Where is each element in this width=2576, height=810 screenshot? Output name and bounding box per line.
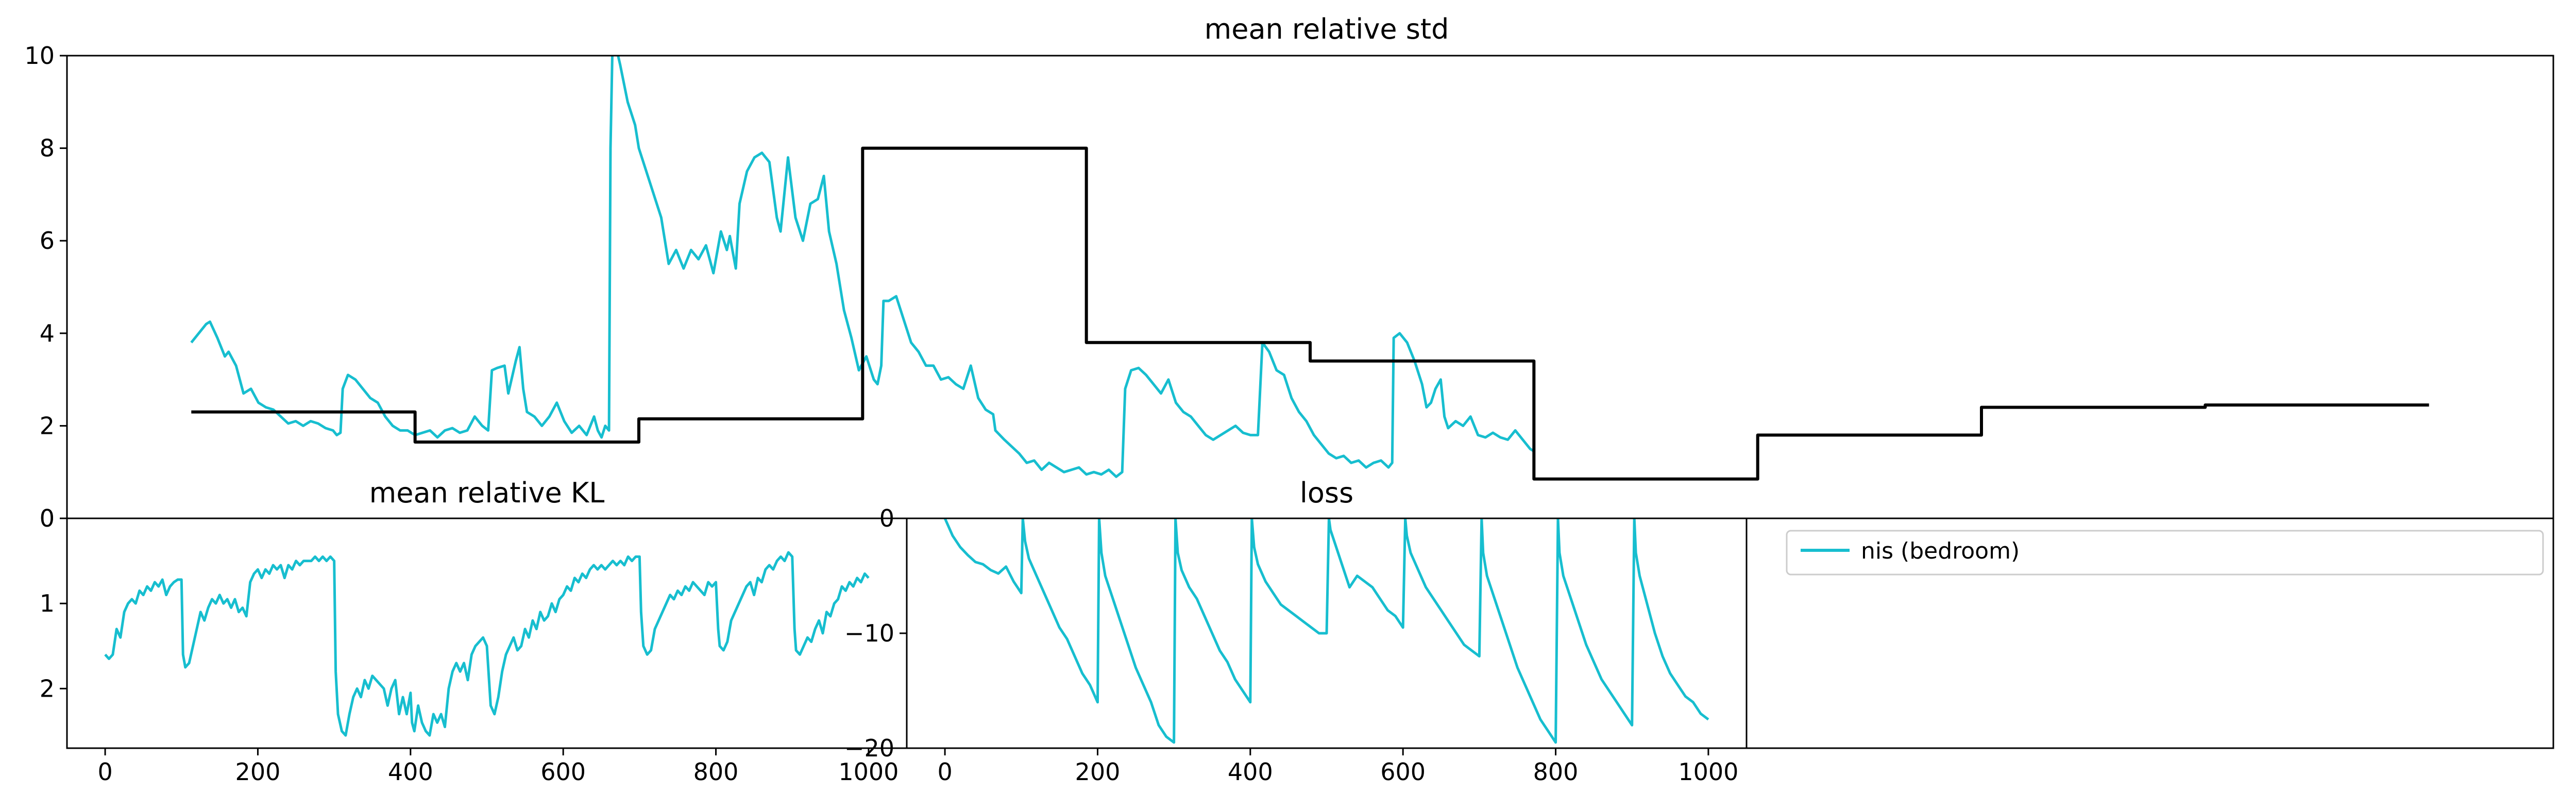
kl-y-ticks: 0 1 2 <box>40 504 67 702</box>
legend-box <box>1786 530 2544 576</box>
kl-title: mean relative KL <box>369 477 605 509</box>
x-tick-label: 200 <box>235 758 281 786</box>
x-tick-label: 800 <box>1533 758 1579 786</box>
y-tick-label: 8 <box>40 134 55 162</box>
legend-panel-frame <box>1745 517 2554 749</box>
y-tick-label: 1 <box>40 589 55 617</box>
kl-plot-area <box>104 551 870 737</box>
loss-plot-area <box>943 518 1709 744</box>
y-tick-label: 0 <box>40 504 55 532</box>
x-tick-label: 600 <box>1380 758 1426 786</box>
y-tick-label: −20 <box>844 734 894 762</box>
x-tick-label: 600 <box>540 758 586 786</box>
x-tick-label: 1000 <box>1678 758 1738 786</box>
loss-x-ticks: 0 200 400 600 800 1000 <box>937 748 1738 786</box>
x-tick-label: 400 <box>388 758 433 786</box>
std-plot-area <box>190 56 2429 481</box>
x-tick-label: 200 <box>1075 758 1121 786</box>
series-line-reference <box>191 146 2429 481</box>
y-tick-label: 2 <box>40 674 55 702</box>
series-line-nis-bedroom <box>943 518 1709 744</box>
loss-axes: loss −20 −10 0 0 200 400 600 800 1000 <box>844 477 1748 786</box>
y-tick-label: 0 <box>40 504 55 532</box>
y-tick-label: 0 <box>879 504 894 532</box>
std-title: mean relative std <box>1205 13 1449 45</box>
kl-x-ticks: 0 200 400 600 800 1000 <box>97 748 899 786</box>
series-line-nis-bedroom <box>104 551 870 737</box>
x-tick-label: 1000 <box>838 758 899 786</box>
x-tick-label: 0 <box>97 758 112 786</box>
std-y-ticks: 0 2 4 6 8 10 <box>24 42 67 532</box>
loss-y-ticks: −20 −10 0 <box>844 504 907 762</box>
series-line-nis-bedroom <box>190 56 1535 478</box>
x-tick-label: 400 <box>1228 758 1273 786</box>
legend-label: nis (bedroom) <box>1861 538 2020 564</box>
legend-axes: nis (bedroom) <box>1745 517 2554 749</box>
y-tick-label: −10 <box>844 619 894 647</box>
y-tick-label: 10 <box>24 42 55 70</box>
kl-axes: mean relative KL 0 1 2 0 200 400 600 800 1000 <box>40 477 908 786</box>
y-tick-label: 2 <box>40 412 55 440</box>
y-tick-label: 6 <box>40 227 55 255</box>
x-tick-label: 800 <box>693 758 739 786</box>
loss-title: loss <box>1300 477 1353 509</box>
x-tick-label: 0 <box>937 758 952 786</box>
y-tick-label: 4 <box>40 319 55 347</box>
